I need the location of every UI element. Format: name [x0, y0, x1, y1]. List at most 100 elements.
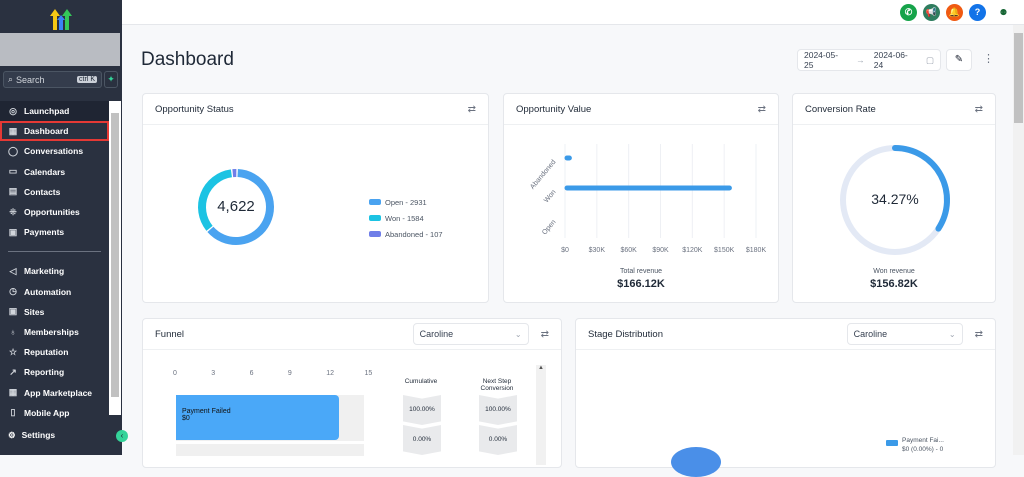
sidebar-item-app-marketplace[interactable]: ▦ App Marketplace — [0, 382, 109, 402]
legend-item[interactable]: Open - 2931 — [369, 194, 443, 210]
page-title: Dashboard — [141, 49, 234, 71]
legend-label: Abandoned - 107 — [385, 230, 443, 239]
top-bar — [122, 0, 1024, 25]
funnel-pipeline-select[interactable]: Caroline⌄ — [413, 323, 529, 345]
legend-label: Payment Fai... — [902, 436, 944, 445]
sidebar-item-dashboard[interactable]: ▦Dashboard — [0, 121, 109, 141]
sidebar-item-label: Mobile App — [24, 408, 69, 418]
sidebar-item-conversations[interactable]: ◯Conversations — [0, 141, 109, 161]
phone-icon: ▯ — [8, 407, 18, 418]
calendar-icon: ▢ — [926, 55, 934, 66]
funnel-scrollbar[interactable]: ▲ — [536, 365, 546, 465]
sidebar-divider — [8, 251, 101, 252]
sidebar-item-label: App Marketplace — [24, 388, 92, 398]
sidebar-item-contacts[interactable]: ▤Contacts — [0, 182, 109, 202]
x-tick-label: $30K — [589, 247, 606, 254]
date-start[interactable]: 2024-05-25 — [804, 50, 847, 70]
donut-total: 4,622 — [193, 198, 279, 215]
filter-icon[interactable]: ⇄ — [975, 104, 983, 115]
send-icon: ◁ — [8, 266, 18, 277]
filter-icon[interactable]: ⇄ — [975, 329, 983, 340]
sidebar-item-label: Reporting — [24, 367, 64, 377]
account-banner[interactable] — [0, 33, 120, 66]
next-step-header: Next Step Conversion — [476, 378, 518, 392]
sidebar-item-label: Contacts — [24, 187, 60, 197]
arrow-icon: → — [856, 55, 865, 65]
next-step-value: 100.00% — [479, 395, 517, 425]
sidebar-item-sites[interactable]: ▣Sites — [0, 302, 109, 322]
select-value: Caroline — [854, 329, 888, 339]
chat-icon: ◯ — [8, 146, 18, 157]
conversion-rate-card: Conversion Rate⇄ 34.27% Won revenue $156… — [792, 93, 996, 303]
total-revenue-value: $166.12K — [504, 278, 778, 290]
megaphone-icon[interactable]: 📢 — [923, 4, 940, 21]
legend-value: $0 (0.00%) - 0 — [902, 445, 944, 454]
filter-icon[interactable]: ⇄ — [758, 104, 766, 115]
grid-icon: ▦ — [8, 126, 18, 137]
apps-icon: ▦ — [8, 387, 18, 398]
trend-icon: ↗ — [8, 367, 18, 378]
stage-legend-item: Payment Fai...$0 (0.00%) - 0 — [902, 436, 944, 454]
sidebar-item-opportunities[interactable]: ⁜Opportunities — [0, 202, 109, 222]
stage-pipeline-select[interactable]: Caroline⌄ — [847, 323, 963, 345]
settings-label: Settings — [22, 430, 56, 441]
sidebar-item-label: Marketing — [24, 266, 64, 276]
filter-icon[interactable]: ⇄ — [541, 329, 549, 340]
legend-label: Won - 1584 — [385, 214, 424, 223]
sidebar-item-label: Opportunities — [24, 207, 80, 217]
funnel-bar-label: Payment Failed — [182, 408, 333, 415]
sidebar-item-label: Payments — [24, 227, 64, 237]
sidebar-item-settings[interactable]: ⚙Settings — [8, 430, 55, 441]
edit-dashboard-button[interactable]: ✎ — [946, 49, 972, 71]
bell-icon[interactable]: 🔔 — [946, 4, 963, 21]
cumulative-value: 0.00% — [403, 425, 441, 455]
won-revenue-label: Won revenue — [793, 268, 995, 275]
sidebar-item-mobile-app[interactable]: ▯ Mobile App — [0, 403, 109, 423]
opportunity-value-card: Opportunity Value⇄ $0$30K$60K$90K$120K$1… — [503, 93, 779, 303]
sidebar-item-calendars[interactable]: ▭Calendars — [0, 162, 109, 182]
funnel-axis-tick: 9 — [288, 370, 292, 377]
y-tick-label: Abandoned — [529, 159, 557, 191]
search-icon: ⌕ — [8, 74, 13, 85]
sidebar-scroll-thumb[interactable] — [111, 113, 119, 397]
calendar-icon: ▭ — [8, 166, 18, 177]
x-tick-label: $0 — [561, 247, 569, 254]
sidebar-item-automation[interactable]: ◷Automation — [0, 282, 109, 302]
automation-icon: ◷ — [8, 286, 18, 297]
more-options-icon[interactable]: ⋮ — [983, 52, 994, 65]
sidebar-item-payments[interactable]: ▣Payments — [0, 222, 109, 242]
funnel-axis-tick: 6 — [250, 370, 254, 377]
funnel-bar-value: $0 — [182, 415, 333, 422]
sidebar-item-reporting[interactable]: ↗ Reporting — [0, 362, 109, 382]
funnel-bar[interactable]: Payment Failed$0 — [176, 395, 339, 440]
legend-item[interactable]: Won - 1584 — [369, 210, 443, 226]
funnel-axis-tick: 0 — [173, 370, 177, 377]
date-range-picker[interactable]: 2024-05-25 → 2024-06-24 ▢ — [797, 49, 941, 71]
collapse-sidebar-button[interactable]: ‹ — [116, 430, 128, 442]
page-scrollbar[interactable] — [1013, 25, 1024, 455]
stage-pie-slice — [671, 447, 721, 477]
sidebar-item-label: Reputation — [24, 347, 68, 357]
phone-icon[interactable]: ✆ — [900, 4, 917, 21]
legend-item[interactable]: Abandoned - 107 — [369, 226, 443, 242]
filter-icon[interactable]: ⇄ — [468, 104, 476, 115]
sidebar-item-reputation[interactable]: ☆Reputation — [0, 342, 109, 362]
profile-icon[interactable]: ⚉ — [995, 4, 1012, 21]
sidebar-scrollbar[interactable] — [109, 101, 121, 415]
sidebar-item-label: Launchpad — [24, 106, 69, 116]
page-scroll-thumb[interactable] — [1014, 33, 1023, 123]
logo-icon — [49, 8, 73, 30]
cumulative-value: 100.00% — [403, 395, 441, 425]
sidebar-item-launchpad[interactable]: ◎Launchpad — [0, 101, 109, 121]
funnel-axis-tick: 12 — [326, 370, 334, 377]
gauge-fill — [895, 148, 947, 229]
quick-action-button[interactable]: ✦ — [104, 71, 118, 88]
date-end[interactable]: 2024-06-24 — [874, 50, 917, 70]
help-icon[interactable]: ? — [969, 4, 986, 21]
sidebar-item-marketing[interactable]: ◁ Marketing — [0, 261, 109, 281]
sidebar-item-memberships[interactable]: ♁Memberships — [0, 322, 109, 342]
sidebar-item-label: Sites — [24, 307, 44, 317]
